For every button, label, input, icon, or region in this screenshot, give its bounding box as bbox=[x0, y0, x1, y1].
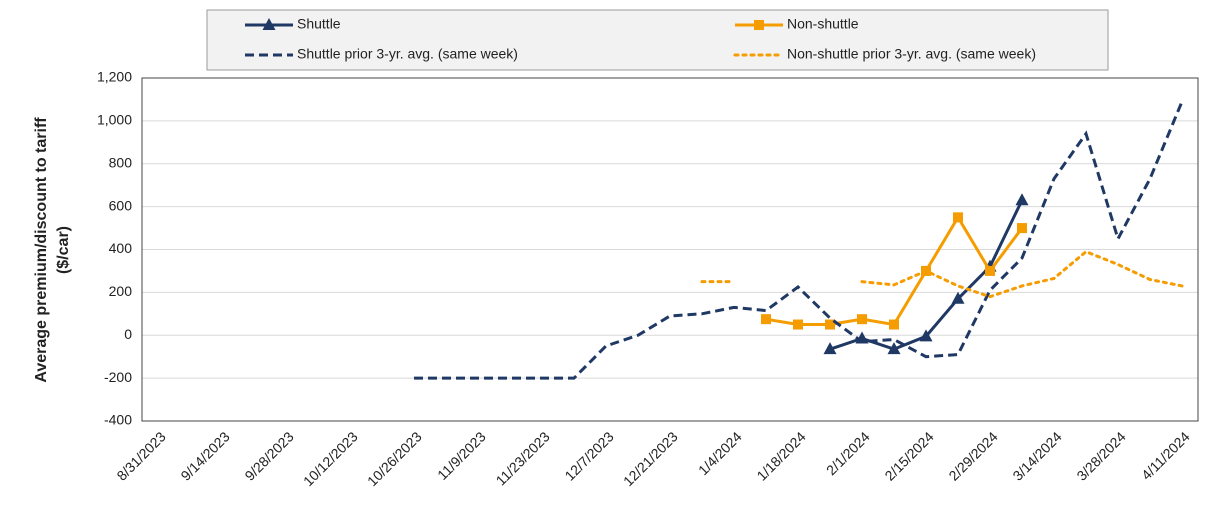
y-tick-label: 1,000 bbox=[97, 112, 132, 128]
y-tick-label: -400 bbox=[104, 412, 132, 428]
marker bbox=[887, 342, 901, 355]
legend-marker bbox=[262, 18, 276, 30]
marker bbox=[985, 265, 995, 276]
marker bbox=[919, 329, 933, 342]
legend-label: Non-shuttle prior 3-yr. avg. (same week) bbox=[787, 46, 1036, 62]
y-axis-label: Average premium/discount to tariff bbox=[33, 117, 50, 383]
marker bbox=[953, 212, 963, 223]
legend-box bbox=[206, 9, 1109, 71]
y-axis-label: ($/car) bbox=[55, 226, 72, 274]
marker bbox=[761, 314, 771, 325]
marker bbox=[823, 342, 837, 355]
legend-marker bbox=[754, 20, 764, 30]
y-tick-label: 800 bbox=[109, 154, 133, 170]
x-tick-label: 4/11/2024 bbox=[1138, 428, 1193, 483]
x-tick-label: 3/14/2024 bbox=[1009, 428, 1065, 484]
legend-label: Non-shuttle bbox=[787, 16, 859, 32]
marker bbox=[951, 291, 965, 304]
x-tick-label: 9/28/2023 bbox=[241, 428, 297, 484]
marker bbox=[857, 314, 867, 325]
series-line bbox=[765, 214, 1024, 327]
x-tick-label: 10/12/2023 bbox=[300, 428, 361, 489]
marker bbox=[825, 319, 835, 330]
x-tick-label: 12/7/2023 bbox=[561, 428, 617, 484]
legend-label: Shuttle bbox=[297, 16, 341, 32]
y-tick-label: 0 bbox=[124, 326, 132, 342]
y-tick-label: 400 bbox=[109, 240, 133, 256]
x-tick-label: 9/14/2023 bbox=[177, 428, 233, 484]
marker bbox=[1015, 193, 1029, 206]
x-tick-label: 11/9/2023 bbox=[434, 428, 489, 483]
y-tick-label: 600 bbox=[109, 197, 133, 213]
x-tick-label: 3/28/2024 bbox=[1073, 428, 1129, 484]
x-tick-label: 2/1/2024 bbox=[823, 428, 873, 478]
x-tick-label: 10/26/2023 bbox=[364, 428, 425, 489]
y-tick-label: 200 bbox=[109, 283, 133, 299]
plot-border bbox=[141, 77, 1199, 422]
x-tick-label: 1/18/2024 bbox=[753, 428, 809, 484]
marker bbox=[889, 319, 899, 330]
y-tick-label: 1,200 bbox=[97, 69, 132, 85]
x-tick-label: 2/15/2024 bbox=[881, 428, 937, 484]
series-line bbox=[700, 249, 1184, 299]
x-tick-label: 11/23/2023 bbox=[493, 428, 553, 488]
x-tick-label: 12/21/2023 bbox=[620, 428, 681, 489]
legend-label: Shuttle prior 3-yr. avg. (same week) bbox=[297, 46, 518, 62]
y-tick-label: -200 bbox=[104, 369, 132, 385]
marker bbox=[793, 319, 803, 330]
x-tick-label: 2/29/2024 bbox=[945, 428, 1001, 484]
x-tick-label: 1/4/2024 bbox=[695, 428, 745, 478]
marker bbox=[1017, 223, 1027, 234]
series-line bbox=[414, 101, 1184, 380]
x-tick-label: 8/31/2023 bbox=[113, 428, 169, 484]
